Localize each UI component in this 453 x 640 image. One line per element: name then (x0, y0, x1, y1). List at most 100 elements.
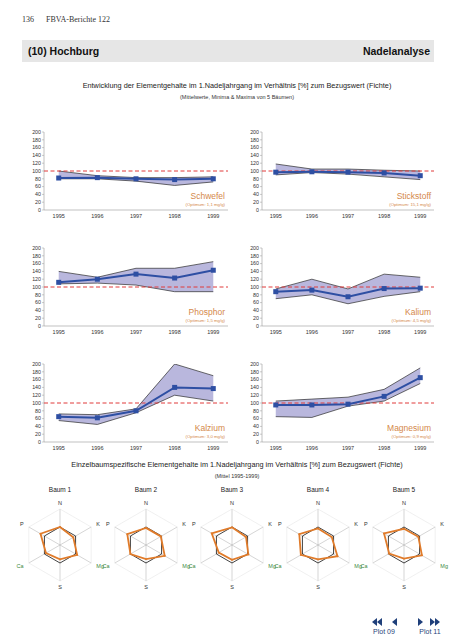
y-tick-label: 20 (253, 431, 259, 437)
radar-point (59, 559, 61, 561)
min-line (276, 292, 420, 304)
radar-point (383, 533, 385, 535)
radar-axis-label: N (402, 500, 406, 506)
mean-marker (309, 288, 314, 293)
mean-marker (309, 402, 314, 407)
line-chart: 0204060801001201401601802001995199619971… (32, 129, 228, 219)
y-tick-label: 140 (250, 268, 259, 274)
y-tick (260, 310, 262, 311)
x-tick-label: 1995 (53, 213, 65, 219)
page-number: 136 (22, 15, 34, 24)
tree-title: Baum 1 (49, 486, 72, 493)
plot-area (44, 171, 228, 185)
y-tick-label: 140 (250, 152, 259, 158)
y-tick-label: 80 (35, 292, 41, 298)
y-tick (260, 287, 262, 288)
y-tick (260, 194, 262, 195)
y-tick-label: 120 (250, 160, 259, 166)
y-tick (42, 434, 44, 435)
nav-arrow[interactable] (418, 618, 423, 626)
y-tick-label: 0 (256, 207, 259, 213)
radar-point (337, 555, 339, 557)
tree-title: Baum 5 (393, 486, 416, 493)
radar-axis-label: N (58, 500, 62, 506)
radar-chart: Baum 3NKMgSCaP (189, 486, 276, 590)
radar-frame (201, 509, 263, 581)
navigation: Plot 09 Plot 11 (372, 618, 441, 635)
y-tick-label: 20 (35, 315, 41, 321)
x-axis (262, 442, 434, 443)
x-tick-label: 1997 (342, 329, 354, 335)
x-tick-label: 1999 (414, 445, 426, 451)
y-tick (260, 155, 262, 156)
mean-marker (172, 276, 177, 281)
radar-axis-label: Ca (17, 563, 25, 569)
x-tick-label: 1998 (169, 445, 181, 451)
element-subtitle: (Optimum: 1,1 mg/g) (186, 202, 226, 207)
x-tick-label: 1997 (342, 213, 354, 219)
y-tick-label: 80 (253, 408, 259, 414)
reference-polygon (216, 527, 247, 563)
x-tick-label: 1996 (306, 329, 318, 335)
nav-arrow[interactable] (377, 618, 382, 626)
y-tick (42, 387, 44, 388)
y-tick-label: 20 (253, 315, 259, 321)
y-tick-label: 200 (32, 129, 41, 135)
y-tick-label: 0 (38, 439, 41, 445)
y-tick-label: 200 (250, 245, 259, 251)
y-tick-label: 100 (32, 400, 41, 406)
y-tick-label: 40 (35, 423, 41, 429)
radar-point (145, 558, 147, 560)
block-subtitle: (Mittelwerte, Minima & Maxima von 5 Bäum… (180, 94, 294, 100)
x-tick-label: 1995 (270, 329, 282, 335)
y-tick (42, 186, 44, 187)
y-tick-label: 80 (253, 176, 259, 182)
radar-point (130, 553, 132, 555)
element-subtitle: (Optimum: 4,5 mg/g) (392, 318, 432, 323)
y-tick-label: 140 (250, 384, 259, 390)
y-tick-label: 0 (256, 323, 259, 329)
radar-point (76, 554, 78, 556)
element-subtitle: (Optimum: 0,9 mg/g) (392, 434, 432, 439)
element-title: Phosphor (189, 307, 226, 317)
radar-point (126, 533, 128, 535)
nav-arrow[interactable] (430, 618, 435, 626)
y-tick-label: 60 (253, 415, 259, 421)
topic: Nadelanalyse (363, 45, 430, 57)
block-title: Einzelbaumspezifische Elementgehalte im … (71, 460, 402, 469)
y-tick-label: 20 (35, 431, 41, 437)
nav-prev[interactable]: Plot 09 (373, 628, 395, 635)
radar-point (421, 554, 423, 556)
radar-frame (287, 509, 349, 581)
nav-arrow[interactable] (372, 618, 377, 626)
y-tick-label: 40 (253, 423, 259, 429)
y-tick-label: 40 (253, 191, 259, 197)
y-tick (260, 410, 262, 411)
mean-marker (418, 375, 423, 380)
section-title: (10) Hochburg (28, 45, 99, 57)
y-tick (42, 310, 44, 311)
y-tick (42, 403, 44, 404)
y-tick-label: 60 (253, 299, 259, 305)
radar-point (417, 536, 419, 538)
radar-series (212, 527, 249, 559)
mean-marker (346, 402, 351, 407)
tree-title: Baum 2 (135, 486, 158, 493)
reference-polygon (388, 527, 419, 563)
nav-arrow[interactable] (392, 618, 397, 626)
mean-line (276, 378, 420, 405)
line-chart: 0204060801001201401601802001995199619971… (250, 245, 434, 335)
radar-axis-label: P (192, 521, 196, 527)
nav-next[interactable]: Plot 11 (419, 628, 440, 635)
nav-arrow[interactable] (435, 618, 440, 626)
min-max-band (59, 171, 214, 185)
y-tick (260, 271, 262, 272)
y-tick (42, 171, 44, 172)
x-axis (262, 326, 434, 327)
radar-axis-label: S (402, 584, 406, 590)
y-tick-label: 200 (250, 361, 259, 367)
x-tick-label: 1999 (207, 213, 219, 219)
max-line (59, 364, 214, 415)
line-chart: 0204060801001201401601802001995199619971… (250, 361, 434, 451)
y-tick (42, 418, 44, 419)
